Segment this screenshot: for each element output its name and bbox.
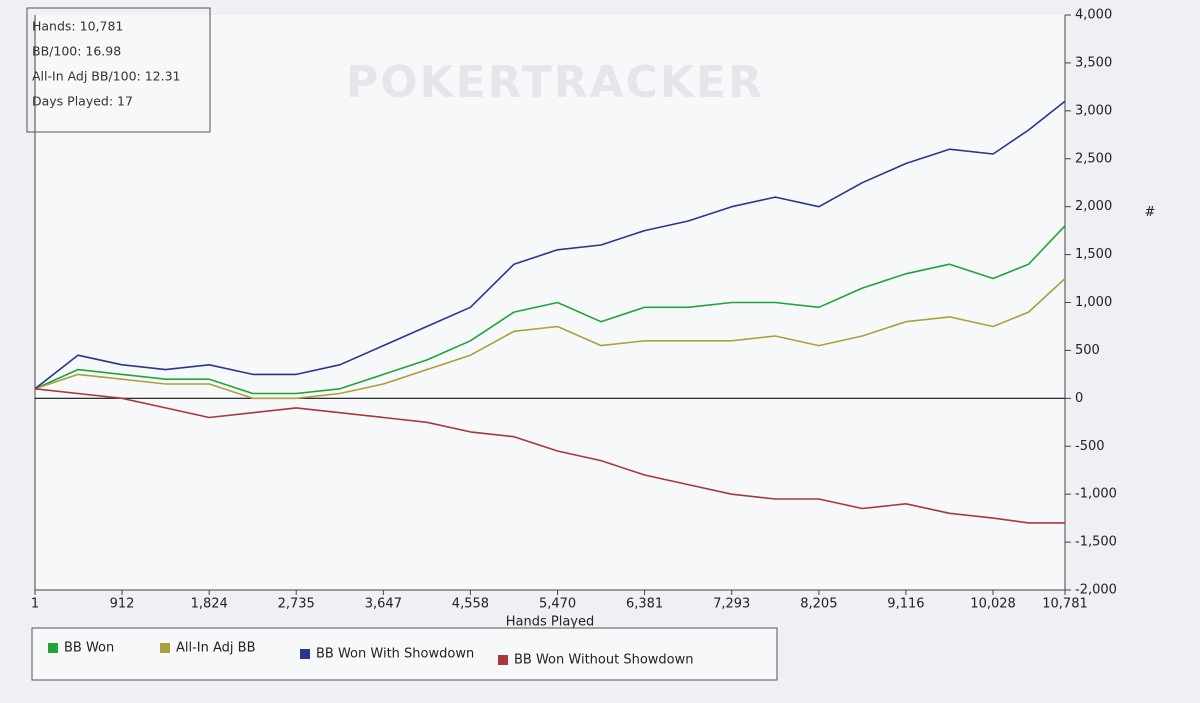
x-tick-label: 4,558 — [452, 597, 489, 612]
series-line — [34, 277, 1066, 400]
stat-line: Days Played: 17 — [32, 94, 133, 109]
x-tick-label: 2,735 — [278, 597, 315, 612]
x-tick-label: 6,381 — [626, 597, 663, 612]
x-tick-label: 1 — [31, 597, 39, 612]
x-tick-label: 7,293 — [713, 597, 750, 612]
y-tick-label: 500 — [1075, 343, 1100, 358]
x-tick-label: 10,781 — [1042, 597, 1088, 612]
y-tick-label: 3,500 — [1075, 55, 1112, 70]
x-tick-label: 912 — [110, 597, 135, 612]
x-tick-label: 8,205 — [800, 597, 837, 612]
legend-label: BB Won Without Showdown — [514, 653, 693, 668]
legend-swatch — [160, 643, 170, 653]
legend-swatch — [498, 655, 508, 665]
y-tick-label: 2,000 — [1075, 199, 1112, 214]
stats-box — [26, 7, 211, 133]
plot-area — [35, 15, 1065, 590]
stat-line: BB/100: 16.98 — [32, 44, 121, 59]
y-tick-label: 1,000 — [1075, 295, 1112, 310]
legend-label: BB Won — [64, 641, 114, 656]
y-tick-label: 4,000 — [1075, 8, 1112, 23]
x-tick-label: 5,470 — [539, 597, 576, 612]
x-tick-label: 9,116 — [887, 597, 924, 612]
series-line — [34, 225, 1066, 395]
y-tick-label: 3,000 — [1075, 103, 1112, 118]
x-tick-label: 10,028 — [970, 597, 1016, 612]
watermark: POKERTRACKER — [346, 57, 764, 108]
x-tick-label: 1,824 — [191, 597, 228, 612]
x-axis-label: Hands Played — [506, 615, 595, 630]
legend-swatch — [48, 643, 58, 653]
legend-swatch — [300, 649, 310, 659]
series-line — [34, 100, 1066, 390]
stat-line: All-In Adj BB/100: 12.31 — [32, 69, 181, 84]
y-tick-label: 2,500 — [1075, 151, 1112, 166]
y-tick-label: -1,500 — [1075, 535, 1117, 550]
y-tick-label: -500 — [1075, 439, 1105, 454]
y-tick-label: 0 — [1075, 391, 1083, 406]
y-tick-label: -2,000 — [1075, 583, 1117, 598]
legend-label: BB Won With Showdown — [316, 647, 474, 662]
stat-line: Hands: 10,781 — [32, 19, 123, 34]
y-tick-label: 1,500 — [1075, 247, 1112, 262]
legend-label: All-In Adj BB — [176, 641, 256, 656]
legend-box — [31, 627, 778, 681]
y-tick-label: -1,000 — [1075, 487, 1117, 502]
series-line — [34, 388, 1065, 524]
x-tick-label: 3,647 — [365, 597, 402, 612]
y-axis-label: # — [1145, 205, 1156, 220]
